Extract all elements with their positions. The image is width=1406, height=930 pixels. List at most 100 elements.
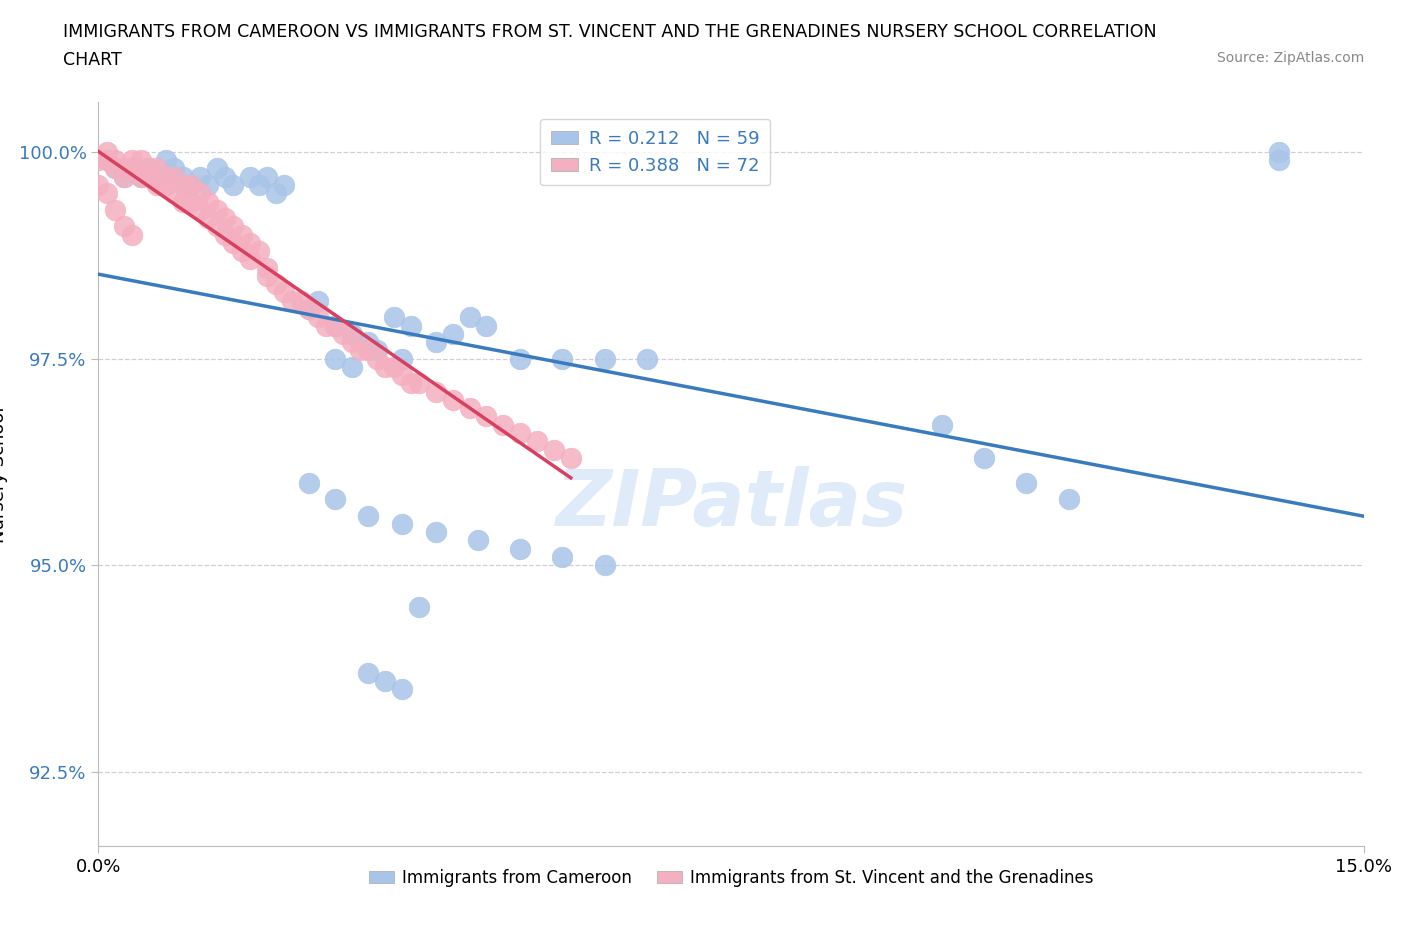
Point [239,169,262,184]
Point [340,335,363,350]
Point [96,153,118,167]
Point [273,178,295,193]
Point [425,525,447,539]
Point [172,194,194,209]
Point [475,318,498,333]
Point [129,169,152,184]
Point [205,161,228,176]
Point [366,343,388,358]
Point [323,492,346,507]
Point [256,269,278,284]
Point [391,516,413,531]
Point [307,293,329,308]
Point [298,301,321,316]
Point [87,153,110,167]
Point [357,343,380,358]
Text: Source: ZipAtlas.com: Source: ZipAtlas.com [1216,51,1364,65]
Point [138,161,160,176]
Point [239,235,262,250]
Point [146,169,169,184]
Point [214,210,236,225]
Point [357,508,380,523]
Point [374,673,396,688]
Point [366,352,388,366]
Point [526,433,548,448]
Point [441,392,464,407]
Text: IMMIGRANTS FROM CAMEROON VS IMMIGRANTS FROM ST. VINCENT AND THE GRENADINES NURSE: IMMIGRANTS FROM CAMEROON VS IMMIGRANTS F… [63,23,1157,41]
Point [264,277,287,292]
Point [121,161,143,176]
Point [408,599,430,614]
Point [121,161,143,176]
Point [382,310,405,325]
Point [340,326,363,341]
Point [399,376,422,391]
Point [332,326,354,341]
Point [163,161,186,176]
Point [197,210,219,225]
Point [509,352,531,366]
Point [197,178,219,193]
Point [146,178,169,193]
Point [205,219,228,233]
Point [551,550,574,565]
Point [1015,475,1038,490]
Point [551,352,574,366]
Point [155,169,177,184]
Point [281,293,304,308]
Point [104,203,127,218]
Point [96,153,118,167]
Point [163,169,186,184]
Point [129,169,152,184]
Point [391,682,413,697]
Point [636,352,658,366]
Point [298,301,321,316]
Point [382,359,405,374]
Point [222,219,245,233]
Point [112,169,135,184]
Point [357,665,380,680]
Point [315,318,337,333]
Point [593,558,616,573]
Point [399,318,422,333]
Point [290,293,312,308]
Point [509,541,531,556]
Point [222,235,245,250]
Point [188,186,211,201]
Point [931,418,953,432]
Point [231,227,253,242]
Point [1057,492,1080,507]
Point [349,343,371,358]
Point [273,285,295,299]
Point [543,442,565,457]
Point [197,194,219,209]
Point [425,384,447,399]
Point [357,335,380,350]
Point [104,161,127,176]
Point [138,161,160,176]
Point [307,310,329,325]
Point [121,153,143,167]
Point [475,409,498,424]
Point [180,178,202,193]
Point [264,186,287,201]
Point [104,153,127,167]
Point [96,144,118,159]
Point [298,475,321,490]
Point [163,186,186,201]
Point [1268,153,1291,167]
Point [458,401,481,416]
Point [104,161,127,176]
Point [138,169,160,184]
Point [1268,144,1291,159]
Point [214,227,236,242]
Point [188,169,211,184]
Point [239,252,262,267]
Point [467,533,489,548]
Point [231,244,253,259]
Text: CHART: CHART [63,51,122,69]
Point [188,203,211,218]
Point [112,169,135,184]
Point [391,367,413,382]
Legend: Immigrants from Cameroon, Immigrants from St. Vincent and the Grenadines: Immigrants from Cameroon, Immigrants fro… [361,862,1101,894]
